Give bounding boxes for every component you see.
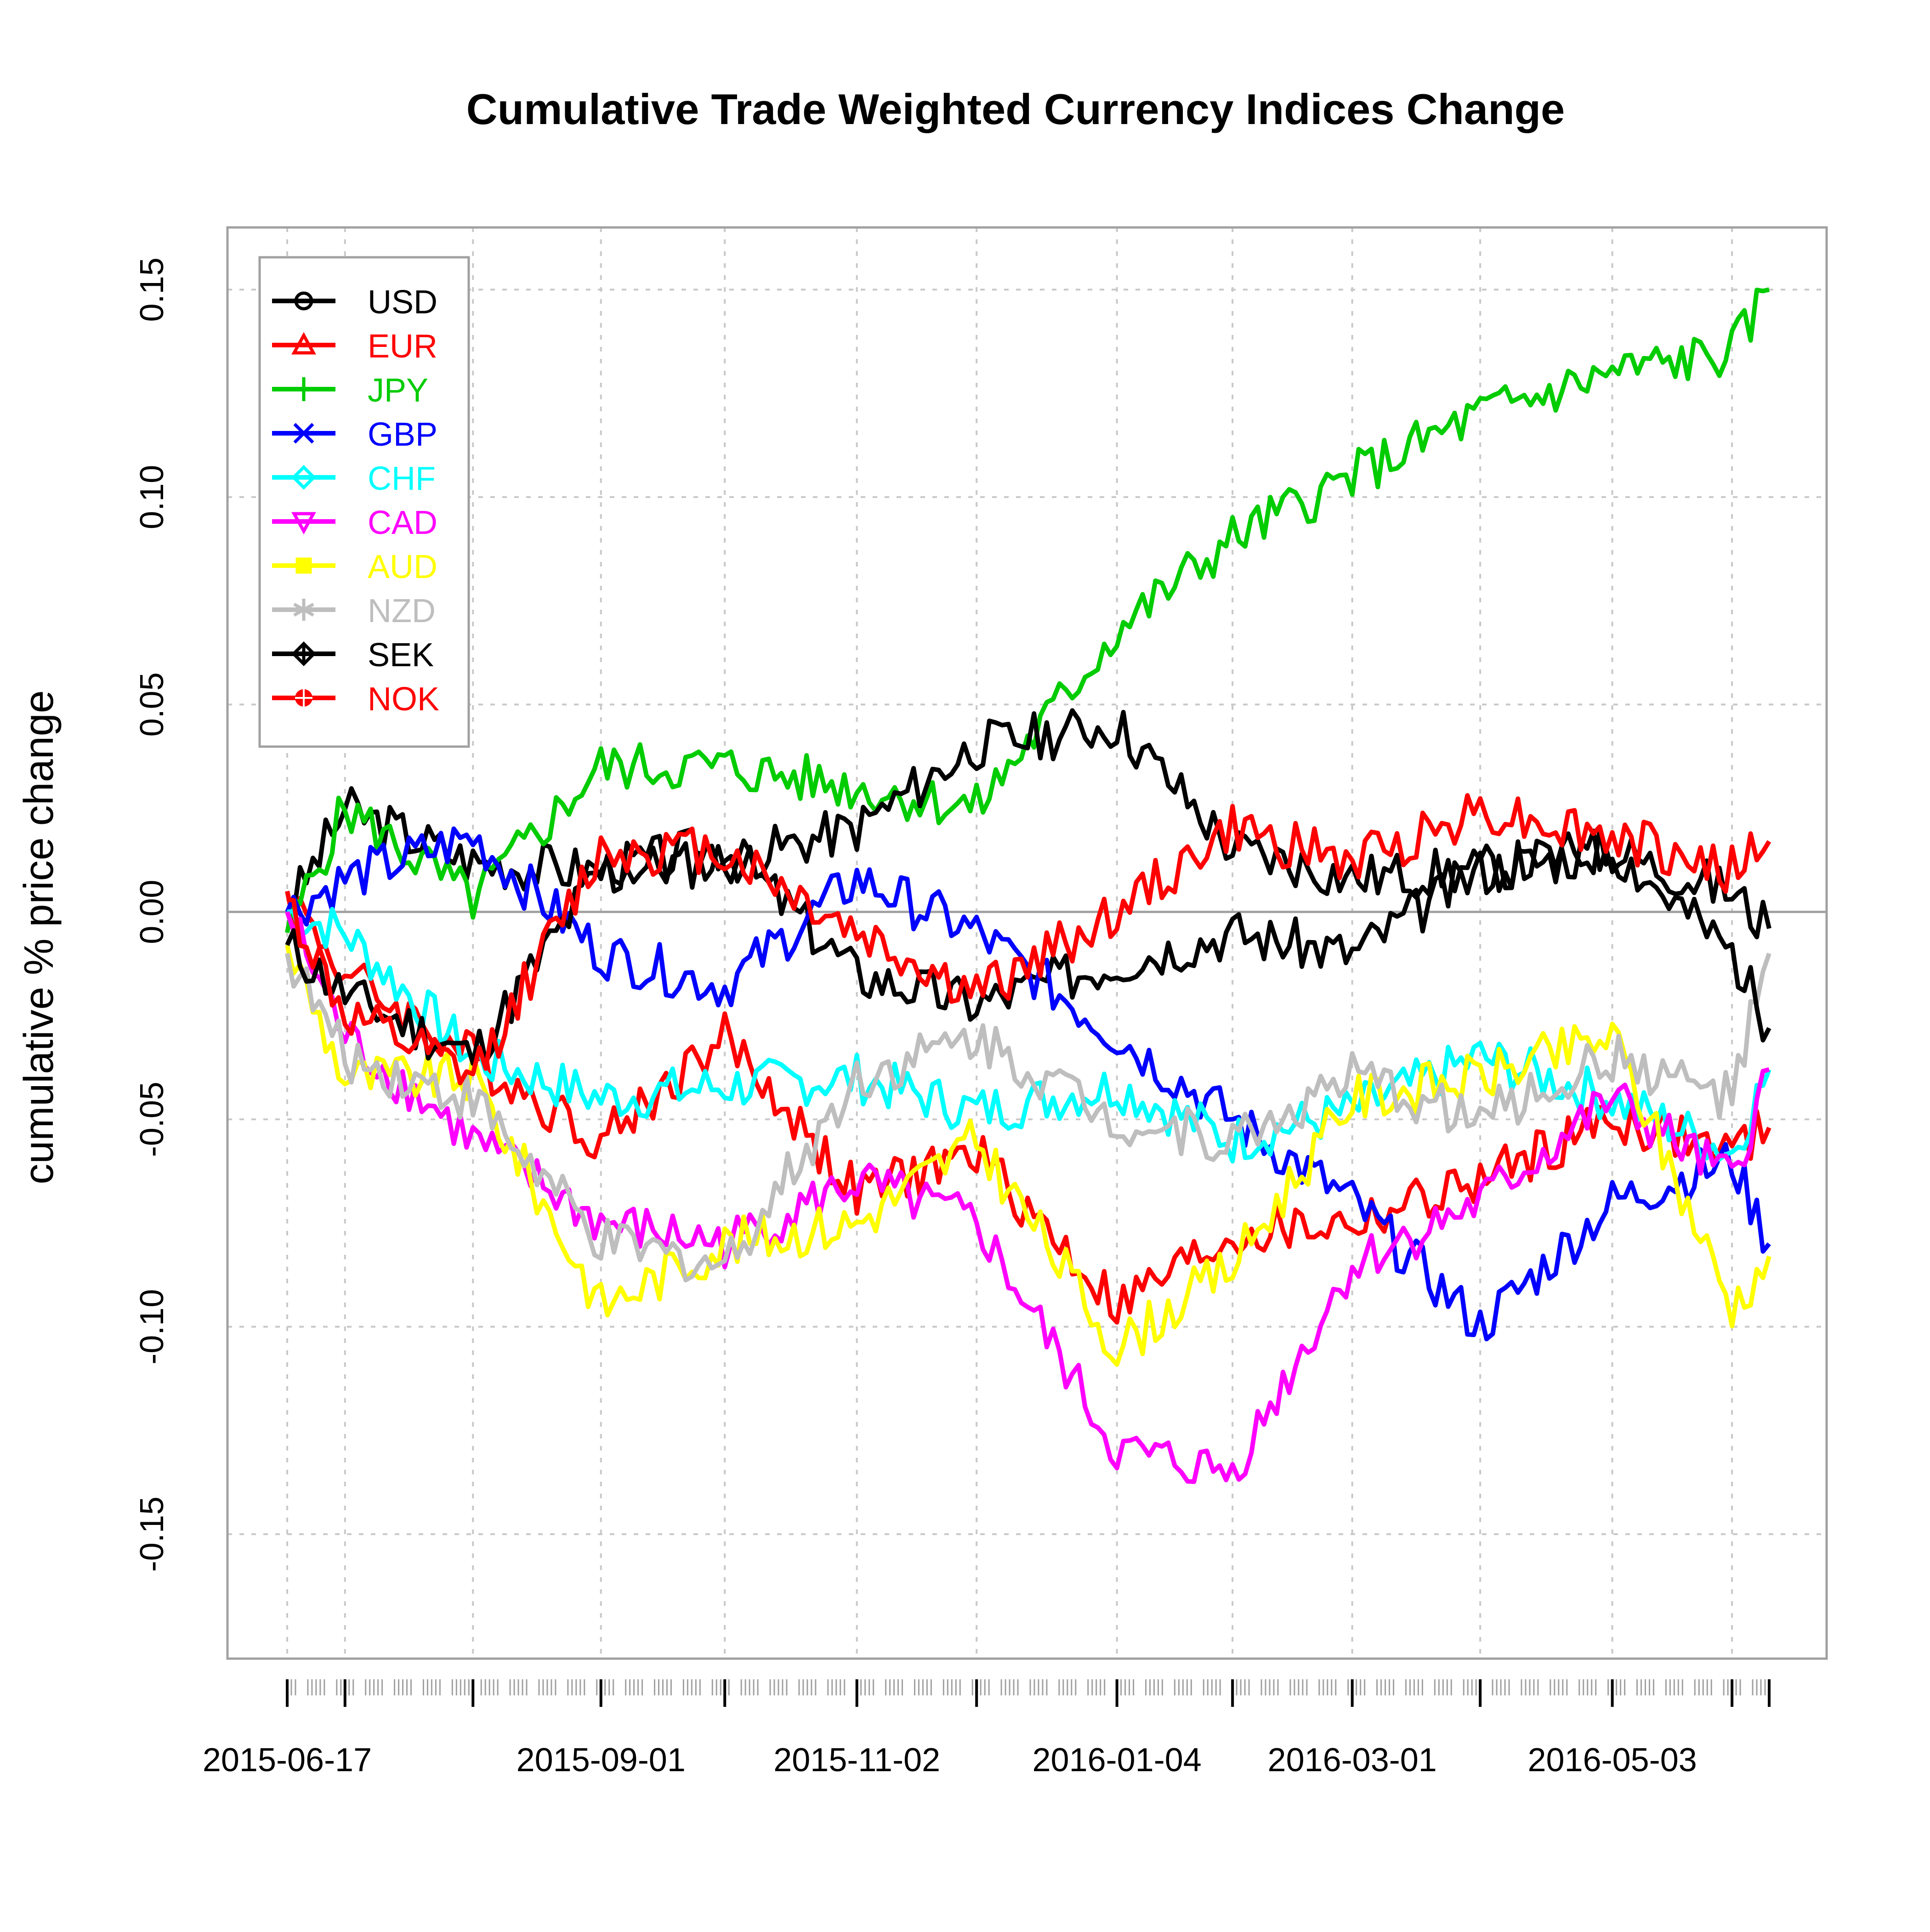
legend-entry-nzd: NZD — [272, 593, 436, 629]
x-tick-label: 2015-11-02 — [773, 1742, 940, 1779]
y-tick-label: 0.15 — [134, 257, 170, 322]
y-tick-label: 0.05 — [134, 672, 170, 737]
legend-label: EUR — [368, 328, 437, 365]
plot-border — [226, 226, 1828, 1660]
legend-label: NOK — [368, 681, 439, 718]
legend-marker-triangle-down-icon — [291, 512, 316, 535]
legend-box — [258, 256, 470, 748]
legend-entry-nok: NOK — [272, 681, 439, 718]
legend-label: NZD — [368, 593, 436, 629]
legend-marker-diamond-icon — [291, 465, 316, 490]
legend-entry-gbp: GBP — [272, 416, 437, 453]
legend-entry-aud: AUD — [272, 549, 437, 585]
x-tick-label: 2016-03-01 — [1268, 1742, 1437, 1779]
legend-marker-triangle-icon — [291, 332, 316, 355]
y-tick-label: -0.15 — [134, 1496, 170, 1572]
y-tick-label: 0.00 — [134, 880, 170, 944]
series-line-nzd — [285, 952, 1771, 1283]
y-tick-label: 0.10 — [134, 465, 170, 529]
legend-label: CHF — [368, 460, 436, 497]
legend-entry-sek: SEK — [272, 637, 434, 674]
x-tick-label: 2016-01-04 — [1032, 1742, 1201, 1779]
legend-entry-eur: EUR — [272, 328, 437, 365]
y-tick-label: -0.05 — [134, 1082, 170, 1157]
legend-entry-cad: CAD — [272, 504, 437, 541]
legend-marker-square-icon — [295, 557, 312, 574]
y-tick-label: -0.10 — [134, 1289, 170, 1365]
series-line-cad — [285, 911, 1770, 1484]
series-line-nok — [287, 793, 1771, 1086]
series-lines — [285, 287, 1771, 1484]
legend: USD EUR JPY GBP CHF CAD AUD NZD SEK NOK — [258, 256, 470, 748]
series-line-aud — [285, 944, 1771, 1367]
legend-entry-chf: CHF — [272, 460, 436, 497]
legend-marker-circle-icon — [294, 291, 313, 311]
legend-label: USD — [368, 284, 437, 321]
legend-label: CAD — [368, 504, 437, 541]
chart-title: Cumulative Trade Weighted Currency Indic… — [466, 85, 1565, 133]
legend-label: AUD — [368, 549, 437, 585]
series-line-gbp — [285, 826, 1771, 1342]
x-tick-label: 2015-06-17 — [203, 1742, 372, 1779]
legend-marker-asterisk-icon — [293, 602, 314, 617]
x-tick-label: 2015-09-01 — [517, 1742, 686, 1779]
x-tick-label: 2016-05-03 — [1527, 1742, 1697, 1779]
legend-label: GBP — [368, 416, 437, 453]
legend-label: JPY — [368, 372, 428, 409]
axes: 0.15 0.10 0.05 0.00 -0.05 -0.10 -0.15 2015-06-1… — [134, 226, 1828, 1779]
legend-marker-x-icon — [293, 423, 314, 444]
legend-entry-usd: USD — [272, 284, 437, 321]
series-line-eur — [285, 890, 1771, 1325]
legend-entry-jpy: JPY — [272, 372, 428, 409]
legend-label: SEK — [368, 637, 434, 674]
y-axis-label: cumulative % price change — [16, 690, 62, 1184]
